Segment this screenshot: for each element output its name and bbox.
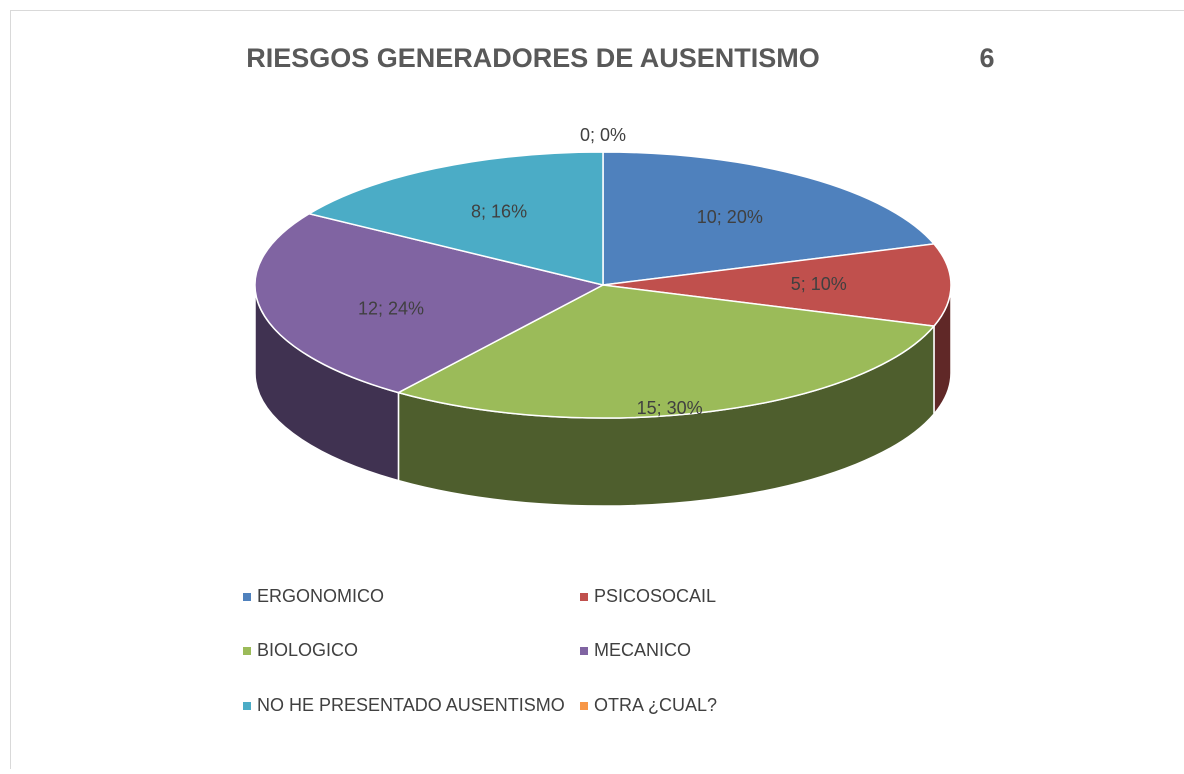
data-label: 12; 24%: [358, 298, 424, 318]
data-label: 10; 20%: [697, 207, 763, 227]
data-label: 5; 10%: [791, 274, 847, 294]
data-label: 0; 0%: [580, 125, 626, 145]
legend-label: ERGONOMICO: [257, 586, 384, 606]
legend-label: PSICOSOCAIL: [594, 586, 716, 606]
data-label: 15; 30%: [637, 398, 703, 418]
legend-marker: [580, 702, 588, 710]
legend-label: MECANICO: [594, 640, 691, 660]
legend-label: OTRA ¿CUAL?: [594, 695, 717, 715]
chart-title: RIESGOS GENERADORES DE AUSENTISMO: [246, 43, 820, 73]
data-label: 8; 16%: [471, 201, 527, 221]
legend-marker: [243, 702, 251, 710]
legend-marker: [580, 647, 588, 655]
legend-marker: [243, 593, 251, 601]
legend-marker: [580, 593, 588, 601]
legend-label: NO HE PRESENTADO AUSENTISMO: [257, 695, 565, 715]
chart-title-number: 6: [979, 43, 994, 73]
legend-marker: [243, 647, 251, 655]
legend-label: BIOLOGICO: [257, 640, 358, 660]
